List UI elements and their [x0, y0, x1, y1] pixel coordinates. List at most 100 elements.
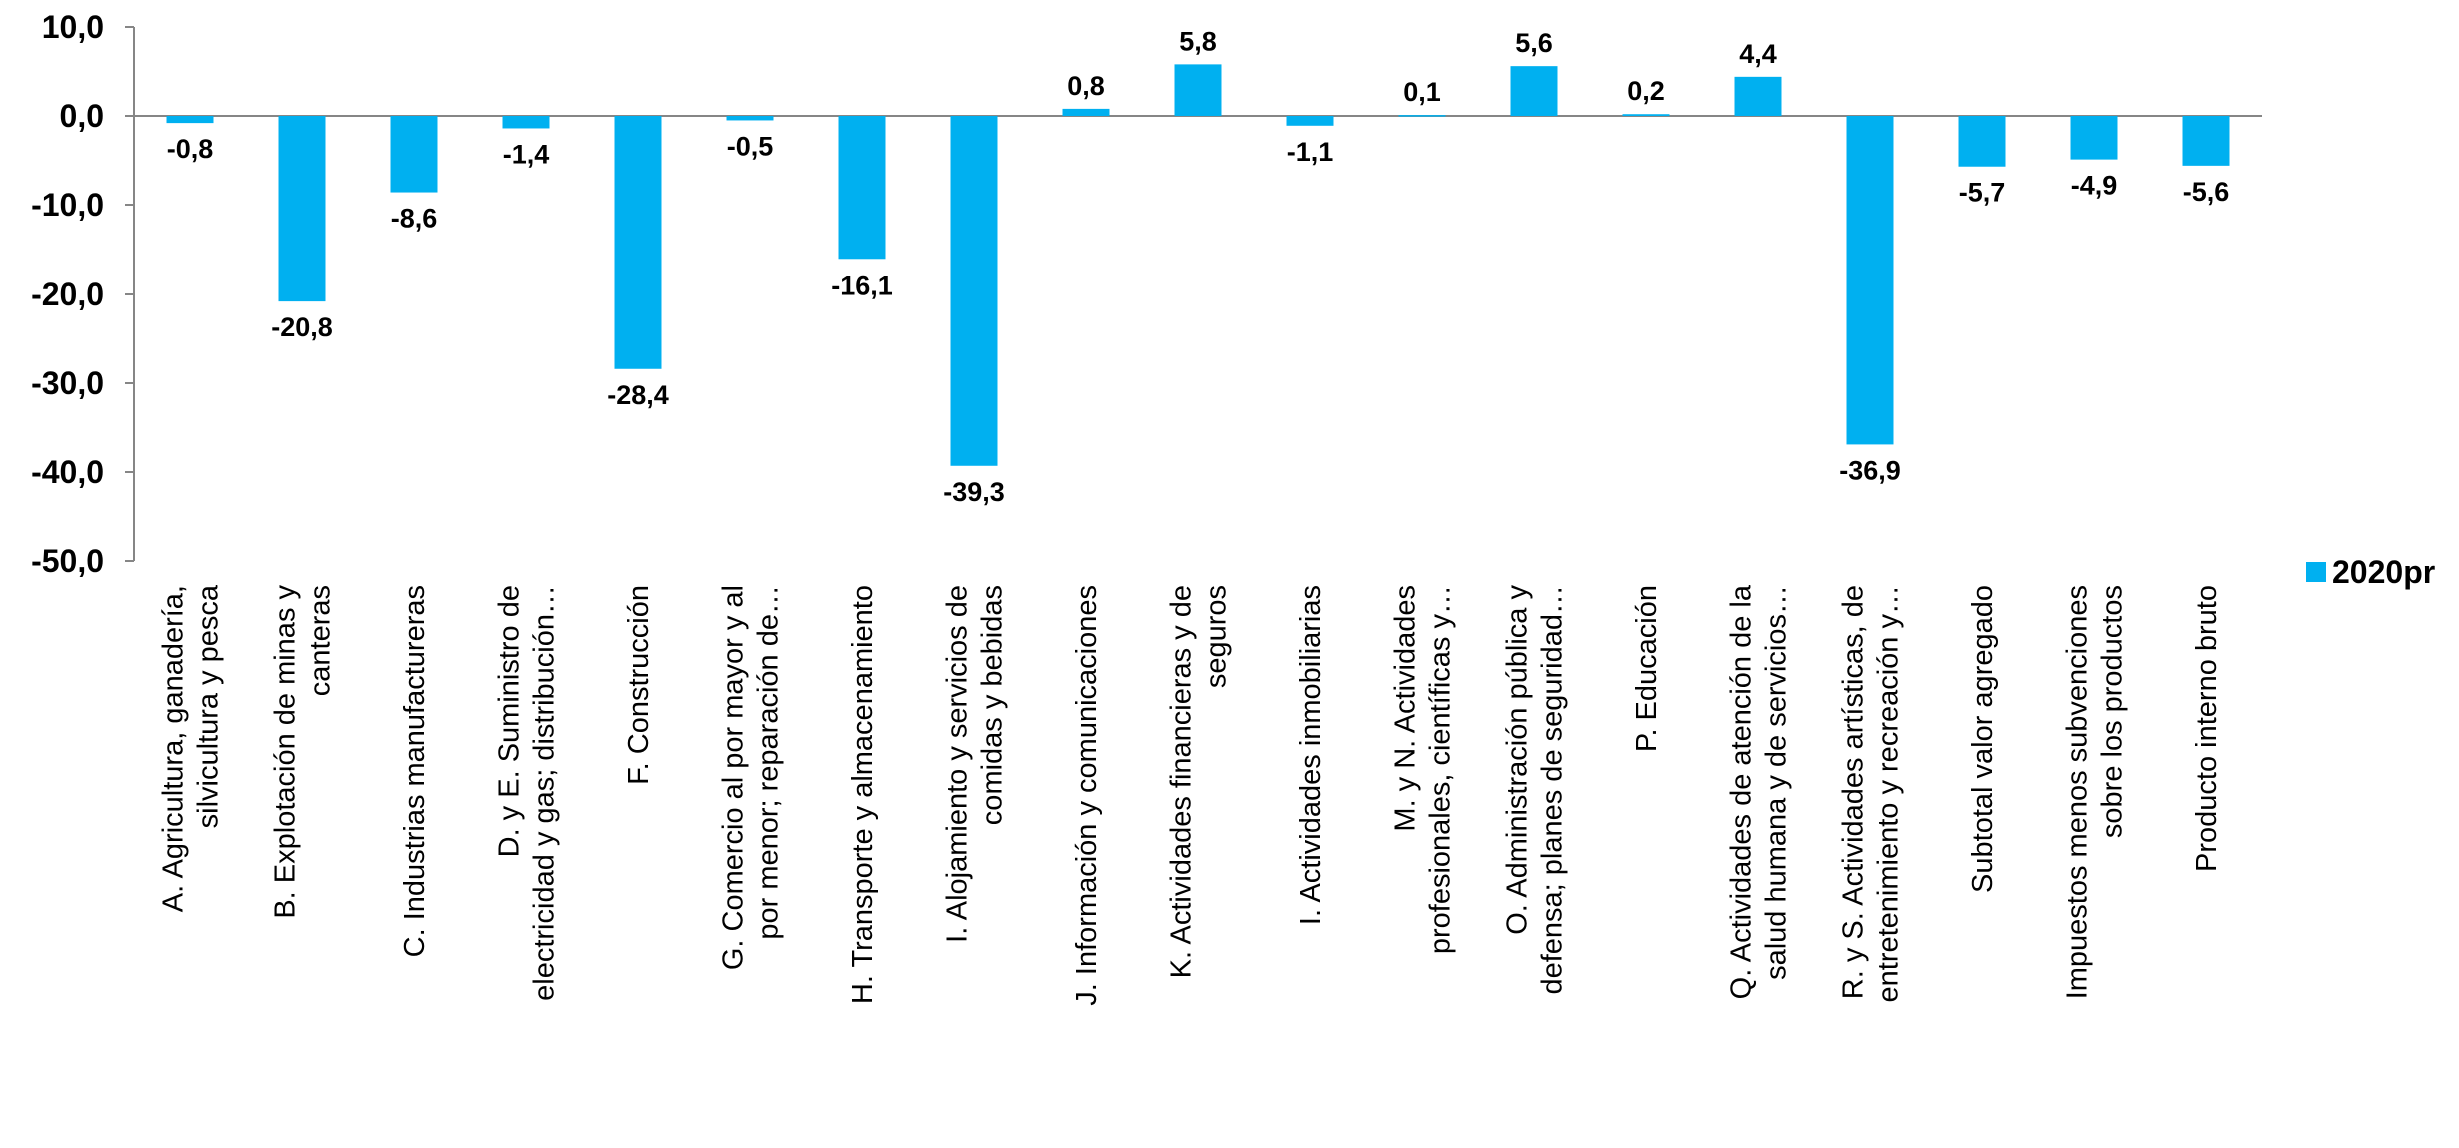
y-axis: 10,0 0,0 -10,0 -20,0 -30,0 -40,0 -50,0: [31, 9, 2262, 579]
bar: [1622, 114, 1670, 116]
data-label: 0,2: [1627, 76, 1665, 106]
category-label: Q. Actividades de atención de la salud hu…: [1726, 584, 1793, 999]
category-label: A. Agricultura, ganadería, silvicultura y…: [158, 584, 225, 912]
category-label-line: seguros: [1201, 585, 1233, 688]
category-label-line: R. y S. Actividades artísticas, de: [1838, 585, 1870, 999]
data-label: 0,8: [1067, 71, 1105, 101]
data-label: -0,5: [727, 131, 774, 161]
bar: [1398, 115, 1446, 117]
y-tick-label: -50,0: [31, 543, 104, 579]
category-label: K. Actividades financieras y de seguros: [1166, 585, 1233, 978]
data-label: -1,4: [503, 139, 550, 169]
bar: [726, 116, 774, 121]
category-label: C. Industrias manufactureras: [399, 585, 431, 957]
category-label-line: silvicultura y pesca: [193, 584, 225, 828]
bar: [614, 116, 662, 369]
data-label: -36,9: [1839, 455, 1901, 485]
bar: [950, 116, 998, 466]
category-label: Impuestos menos subvenciones sobre los pr…: [2062, 585, 2129, 999]
y-tick-label: -10,0: [31, 187, 104, 223]
category-label-line: M. y N. Actividades: [1390, 585, 1422, 832]
category-label-line: B. Explotación de minas y: [270, 585, 302, 919]
data-label: -16,1: [831, 270, 893, 300]
data-label: -0,8: [167, 134, 214, 164]
category-label: Producto interno bruto: [2191, 585, 2223, 872]
category-label: I. Alojamiento y servicios de comidas y b…: [942, 585, 1009, 943]
category-label-line: por menor; reparación de…: [753, 585, 785, 940]
category-label-line: J. Información y comunicaciones: [1071, 585, 1103, 1006]
category-label-line: F. Construcción: [623, 585, 655, 785]
data-label: -5,6: [2183, 177, 2230, 207]
category-label: G. Comercio al por mayor y al por menor; …: [718, 585, 785, 970]
bar: [390, 116, 438, 193]
category-label-line: canteras: [305, 585, 337, 696]
bar: [2182, 116, 2230, 166]
category-label-line: salud humana y de servicios…: [1761, 585, 1793, 980]
y-tick-label: -20,0: [31, 276, 104, 312]
category-label: R. y S. Actividades artísticas, de entret…: [1838, 585, 1905, 1002]
data-label: 5,8: [1179, 26, 1217, 56]
legend: 2020pr: [2306, 554, 2435, 590]
category-label-line: I. Actividades inmobiliarias: [1295, 585, 1327, 925]
category-label-line: comidas y bebidas: [977, 585, 1009, 825]
y-tick-label: 0,0: [60, 98, 104, 134]
legend-label: 2020pr: [2332, 554, 2435, 590]
data-label: -5,7: [1959, 178, 2006, 208]
bar: [1958, 116, 2006, 167]
category-label-line: sobre los productos: [2097, 585, 2129, 838]
bar: [1734, 76, 1782, 116]
category-label: B. Explotación de minas y canteras: [270, 585, 337, 919]
category-label: Subtotal valor agregado: [1967, 585, 1999, 893]
data-label: -20,8: [271, 312, 333, 342]
category-label: I. Actividades inmobiliarias: [1295, 585, 1327, 925]
category-label-line: Subtotal valor agregado: [1967, 585, 1999, 893]
bar: [838, 116, 886, 260]
category-label: M. y N. Actividades profesionales, cientí…: [1390, 585, 1457, 954]
data-label: -1,1: [1287, 137, 1334, 167]
category-label: H. Transporte y almacenamiento: [847, 585, 879, 1004]
category-label-line: defensa; planes de seguridad…: [1537, 585, 1569, 995]
category-label-line: Producto interno bruto: [2191, 585, 2223, 872]
bar: [1174, 64, 1222, 116]
data-label: -28,4: [607, 380, 669, 410]
data-label: 0,1: [1403, 77, 1441, 107]
category-label-line: D. y E. Suministro de: [494, 585, 526, 857]
bars: [166, 64, 2230, 466]
category-label: F. Construcción: [623, 585, 655, 785]
bar: [1510, 66, 1558, 116]
data-label: -4,9: [2071, 171, 2118, 201]
category-label-line: Impuestos menos subvenciones: [2062, 585, 2094, 999]
category-label: P. Educación: [1631, 585, 1663, 752]
bar: [166, 116, 214, 124]
category-label: O. Administración pública y defensa; plan…: [1502, 585, 1569, 995]
category-labels: A. Agricultura, ganadería, silvicultura y…: [158, 584, 2224, 1006]
category-label-line: C. Industrias manufactureras: [399, 585, 431, 957]
category-label-line: electricidad y gas; distribución…: [529, 585, 561, 1001]
category-label: J. Información y comunicaciones: [1071, 585, 1103, 1006]
data-label: 5,6: [1515, 28, 1553, 58]
bar: [1062, 108, 1110, 116]
data-label: -8,6: [391, 204, 438, 234]
bar: [2070, 116, 2118, 160]
category-label-line: I. Alojamiento y servicios de: [942, 585, 974, 943]
category-label-line: Q. Actividades de atención de la: [1726, 584, 1758, 999]
bar: [278, 116, 326, 302]
y-tick-label: 10,0: [42, 9, 104, 45]
data-labels: -0,8 -20,8 -8,6 -1,4 -28,4 -0,5 -16,1 -39,3 0,8 5…: [167, 26, 2230, 506]
category-label-line: O. Administración pública y: [1502, 585, 1534, 935]
category-label-line: P. Educación: [1631, 585, 1663, 752]
bar: [502, 116, 550, 129]
category-label-line: H. Transporte y almacenamiento: [847, 585, 879, 1004]
data-label: -39,3: [943, 477, 1005, 507]
y-tick-label: -30,0: [31, 365, 104, 401]
category-label-line: entretenimiento y recreación y…: [1873, 585, 1905, 1002]
category-label: D. y E. Suministro de electricidad y gas;…: [494, 585, 561, 1001]
category-label-line: profesionales, científicas y…: [1425, 585, 1457, 954]
category-label-line: A. Agricultura, ganadería,: [158, 585, 190, 912]
bar: [1286, 116, 1334, 126]
legend-swatch: [2306, 562, 2326, 582]
y-tick-label: -40,0: [31, 454, 104, 490]
bar: [1846, 116, 1894, 445]
